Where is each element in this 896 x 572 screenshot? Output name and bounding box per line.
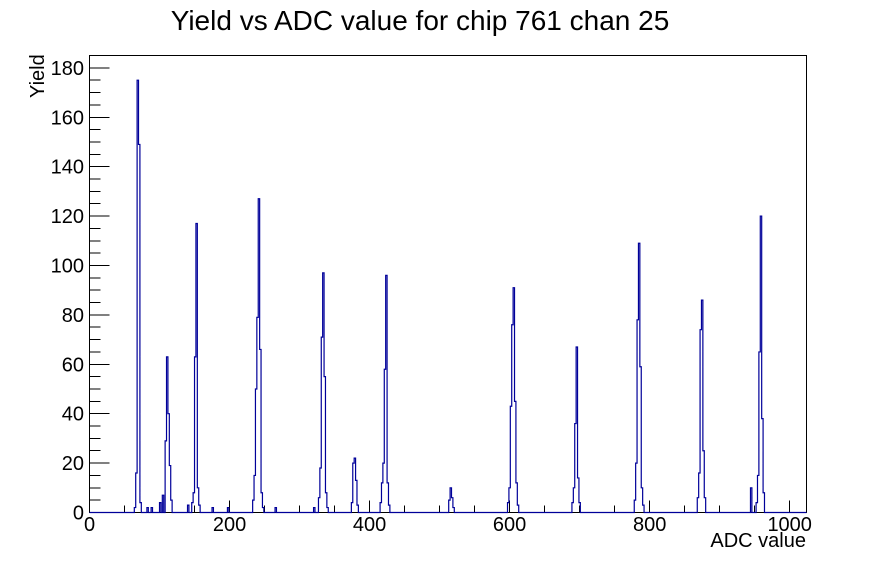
x-tick-label: 400 [353,514,386,536]
x-tick-label: 600 [493,514,526,536]
y-tick-label: 0 [73,503,84,525]
y-tick-label: 160 [51,107,84,129]
plot-area: 0 200 400 600 800 1000 0 20 40 60 80 100 120 140 160 18… [51,55,812,536]
y-tick-label: 20 [62,453,84,475]
chart-title: Yield vs ADC value for chip 761 chan 25 [171,5,670,36]
y-axis-title: Yield [27,54,49,98]
x-axis-title: ADC value [710,530,806,552]
y-tick-label: 180 [51,58,84,80]
x-tick-label: 0 [84,514,95,536]
y-tick-label: 60 [62,354,84,376]
x-tick-label: 1000 [767,514,812,536]
y-tick-label: 120 [51,206,84,228]
x-tick-label: 200 [213,514,246,536]
x-tick-label: 800 [633,514,666,536]
yield-histogram-line [89,79,807,514]
y-tick-label: 80 [62,305,84,327]
y-tick-label: 100 [51,255,84,277]
y-tick-label: 140 [51,157,84,179]
y-tick-label: 40 [62,404,84,426]
